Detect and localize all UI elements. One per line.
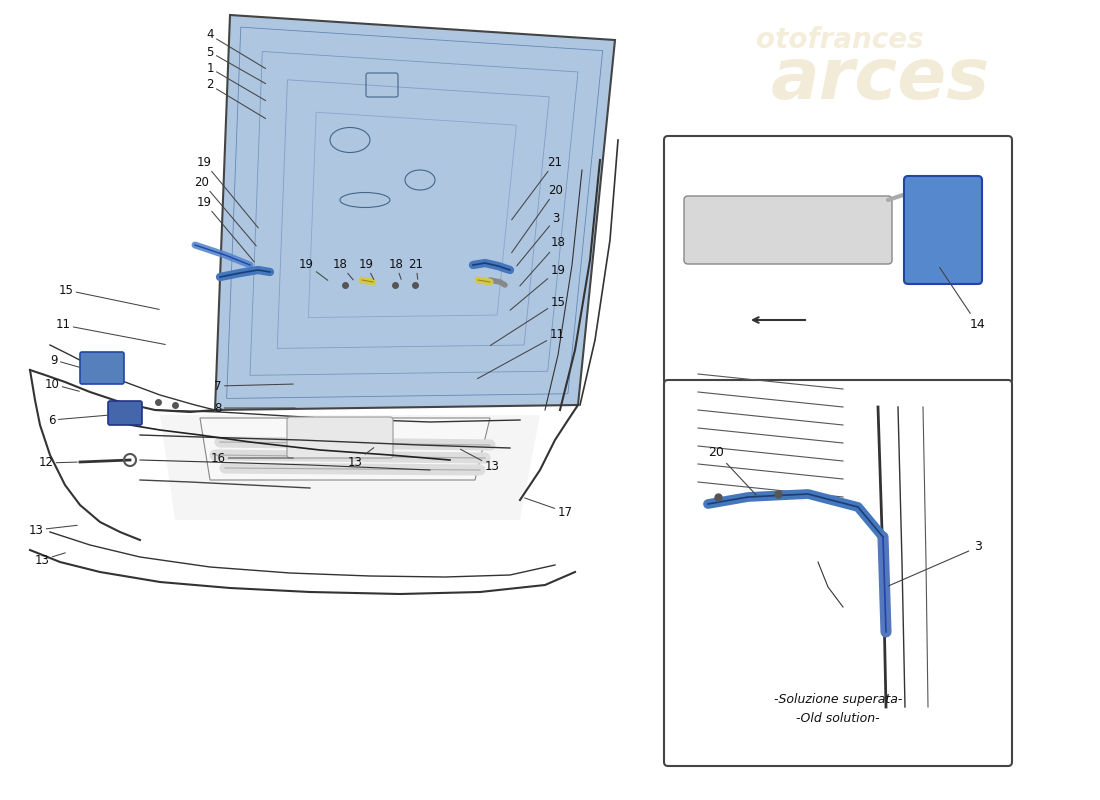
Text: 19: 19 (359, 258, 374, 279)
Text: 15: 15 (491, 295, 565, 346)
Text: 8: 8 (214, 402, 295, 414)
Text: 13: 13 (461, 450, 499, 473)
Text: 13: 13 (348, 448, 374, 469)
FancyBboxPatch shape (904, 176, 982, 284)
FancyBboxPatch shape (80, 352, 124, 384)
FancyBboxPatch shape (664, 136, 1012, 384)
Text: 16: 16 (210, 451, 294, 465)
Text: 12: 12 (39, 457, 77, 470)
Text: 3: 3 (889, 541, 982, 586)
Text: 9: 9 (51, 354, 79, 367)
Text: -Old solution-: -Old solution- (796, 711, 880, 725)
Text: 20: 20 (512, 183, 563, 253)
Text: 6: 6 (48, 414, 107, 426)
Text: 13: 13 (34, 553, 65, 566)
Text: 19: 19 (298, 258, 328, 280)
Text: 11: 11 (55, 318, 165, 345)
Text: 18: 18 (332, 258, 353, 280)
Text: 19: 19 (197, 155, 258, 228)
Polygon shape (160, 415, 540, 520)
Text: 15: 15 (58, 283, 160, 310)
Text: 18: 18 (520, 237, 565, 286)
Text: 1: 1 (207, 62, 265, 101)
Polygon shape (214, 15, 615, 410)
Text: 7: 7 (214, 379, 294, 393)
Text: 10: 10 (45, 378, 79, 391)
Polygon shape (200, 418, 490, 480)
Text: 2: 2 (207, 78, 265, 118)
Text: 17: 17 (525, 498, 572, 518)
FancyBboxPatch shape (108, 401, 142, 425)
Text: 4: 4 (207, 29, 265, 69)
Text: 20: 20 (195, 175, 256, 246)
Text: 3: 3 (517, 211, 560, 266)
Text: 20: 20 (708, 446, 756, 495)
Text: 18: 18 (388, 258, 404, 279)
FancyBboxPatch shape (664, 380, 1012, 766)
Text: otofrances: otofrances (756, 26, 924, 54)
Text: 21: 21 (512, 155, 562, 220)
FancyBboxPatch shape (287, 417, 393, 458)
Text: 11: 11 (477, 329, 564, 378)
FancyBboxPatch shape (684, 196, 892, 264)
Text: 19: 19 (510, 263, 565, 310)
Text: 13: 13 (29, 523, 77, 537)
Text: arces: arces (770, 46, 990, 114)
Text: 21: 21 (408, 258, 424, 279)
Text: 14: 14 (939, 267, 986, 331)
Text: -Soluzione superata-: -Soluzione superata- (773, 694, 902, 706)
Text: 19: 19 (197, 195, 254, 262)
Text: 5: 5 (207, 46, 265, 84)
